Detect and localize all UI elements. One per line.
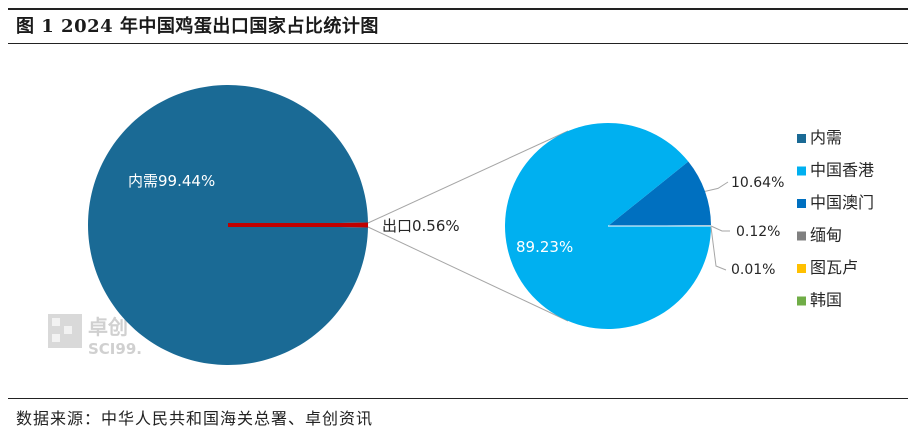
legend-label-5: 韩国 bbox=[810, 291, 842, 310]
label-export: 出口0.56% bbox=[382, 217, 460, 235]
title-rule bbox=[8, 43, 908, 44]
source-note: 数据来源：中华人民共和国海关总署、卓创资讯 bbox=[16, 409, 374, 428]
label-hongkong: 89.23% bbox=[516, 238, 573, 256]
legend-swatch-2 bbox=[797, 199, 806, 208]
main-pie bbox=[88, 85, 368, 366]
leader-tuvalu bbox=[710, 226, 727, 271]
leader-myanmar bbox=[710, 225, 730, 232]
sub-slice-1 bbox=[608, 161, 711, 226]
watermark-logo: 卓创 SCI99. bbox=[48, 314, 142, 358]
connector-lines bbox=[367, 130, 569, 322]
slice-domestic bbox=[88, 85, 368, 366]
legend-swatch-5 bbox=[797, 296, 806, 306]
legend-label-0: 内需 bbox=[810, 128, 842, 147]
label-domestic: 内需99.44% bbox=[128, 172, 215, 190]
watermark-code: SCI99. bbox=[88, 340, 142, 358]
legend-swatch-0 bbox=[797, 134, 806, 143]
leader-macau bbox=[704, 181, 729, 192]
label-tuvalu: 0.01% bbox=[731, 262, 775, 278]
pie-of-pie-chart: 卓创 SCI99. 内需99.44% 出口0.56% 89.23% 10.64% 0.… bbox=[48, 85, 874, 366]
top-rule bbox=[8, 8, 908, 10]
bottom-rule bbox=[8, 398, 908, 399]
sub-pie bbox=[504, 122, 711, 329]
legend-label-3: 缅甸 bbox=[810, 226, 842, 245]
legend-label-4: 图瓦卢 bbox=[810, 258, 858, 277]
watermark-brand: 卓创 bbox=[88, 315, 128, 339]
slice-export-bar bbox=[228, 223, 368, 227]
label-macau: 10.64% bbox=[731, 175, 784, 191]
legend-label-1: 中国香港 bbox=[810, 161, 874, 180]
legend-swatch-3 bbox=[797, 231, 806, 241]
main-pie-labels: 内需99.44% 出口0.56% bbox=[128, 172, 460, 235]
legend-swatch-1 bbox=[797, 166, 806, 176]
connector-upper bbox=[367, 130, 569, 224]
label-myanmar: 0.12% bbox=[736, 224, 780, 240]
figure-title: 图 1 2024 年中国鸡蛋出口国家占比统计图 bbox=[16, 16, 379, 37]
sub-pie-labels: 89.23% 10.64% 0.12% 0.01% bbox=[516, 175, 784, 278]
legend-swatch-4 bbox=[797, 264, 806, 273]
legend-label-2: 中国澳门 bbox=[810, 193, 874, 212]
connector-lower bbox=[367, 226, 569, 322]
